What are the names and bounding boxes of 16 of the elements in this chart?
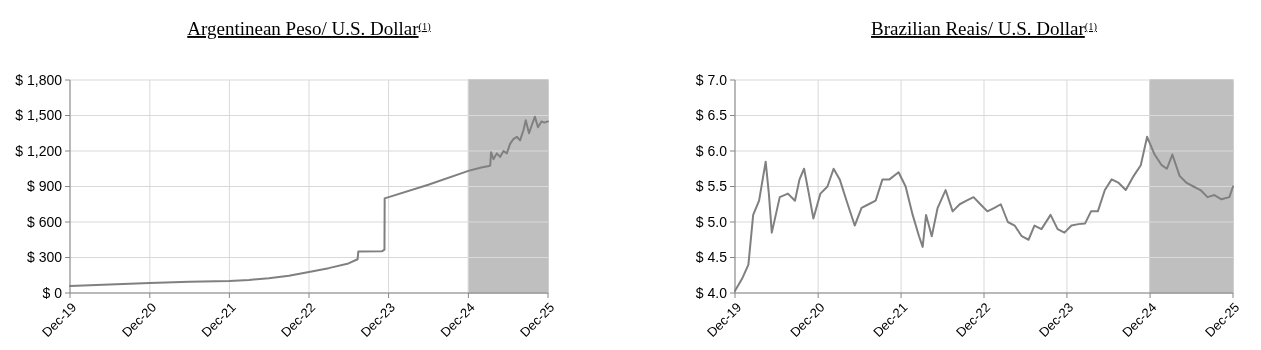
y-tick-label: $ 4.5	[695, 249, 728, 266]
y-tick-label: $ 1,800	[15, 71, 63, 88]
y-tick-label: $ 900	[26, 178, 63, 195]
y-tick-label: $ 600	[26, 213, 63, 230]
y-tick-label: $ 5.5	[695, 178, 728, 195]
y-tick-label: $ 1,200	[15, 142, 63, 159]
y-tick-label: $ 300	[26, 249, 63, 266]
y-tick-label: $ 1,500	[15, 107, 63, 124]
chart-title: Brazilian Reais/ U.S. Dollar$^{(1)}$	[871, 18, 1098, 39]
y-tick-label: $ 0	[42, 284, 63, 301]
y-tick-label: $ 4.0	[695, 284, 728, 301]
y-tick-label: $ 6.5	[695, 107, 728, 124]
y-tick-label: $ 7.0	[695, 71, 728, 88]
chart-title: Argentinean Peso/ U.S. Dollar$^{(1)}$	[187, 18, 432, 39]
y-tick-label: $ 6.0	[695, 142, 728, 159]
y-tick-label: $ 5.0	[695, 213, 728, 230]
